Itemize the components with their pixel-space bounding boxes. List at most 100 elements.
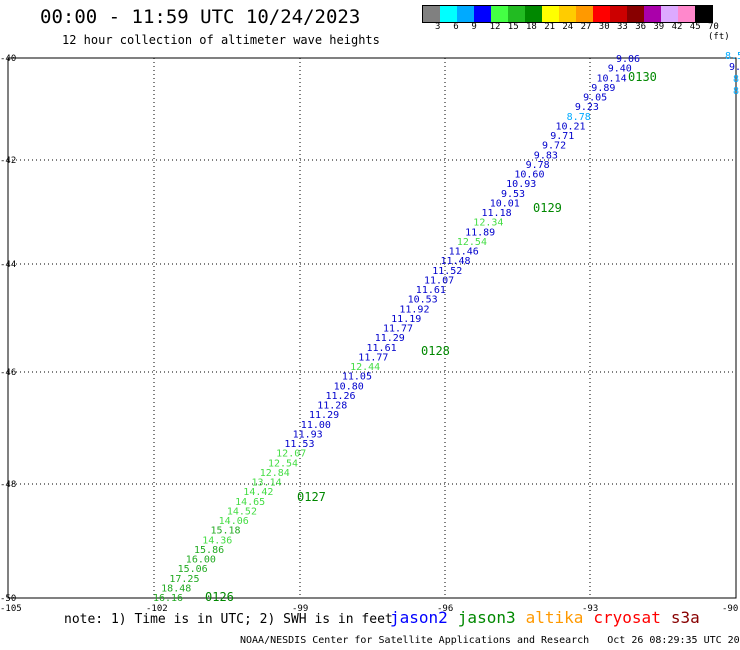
color-swatch: [440, 6, 457, 22]
wave-height-value: 15.18: [210, 526, 240, 537]
wave-height-value: 10.53: [408, 295, 438, 306]
wave-height-value: 11.00: [301, 420, 331, 431]
color-swatch: [695, 6, 712, 22]
wave-height-value: 17.25: [169, 574, 199, 585]
wave-height-value: 11.26: [325, 391, 355, 402]
wave-height-value: 10.14: [597, 73, 627, 84]
wave-height-value: 12.34: [473, 218, 503, 229]
color-scale-label: 21: [544, 22, 556, 32]
latitude-label: -44: [0, 260, 16, 270]
wave-height-value: 10.80: [334, 381, 364, 392]
color-scale-label: 36: [635, 22, 647, 32]
wave-height-observations: 9.069.4010.149.899.059.238.7810.219.719.…: [153, 51, 740, 604]
color-scale-label: 33: [617, 22, 628, 32]
wave-height-value: 11.61: [367, 343, 397, 354]
wave-height-value: 15.86: [194, 545, 224, 556]
color-swatch: [474, 6, 491, 22]
wave-height-value: 12.84: [260, 468, 290, 479]
color-scale-label: 30: [598, 22, 610, 32]
wave-height-value: 10.01: [490, 198, 520, 209]
pass-time-labels: 0130 0129 0128 0127 0126: [205, 70, 657, 604]
color-swatch: [508, 6, 525, 22]
wave-height-value: 9.78: [526, 160, 550, 171]
color-scale-label: 15: [507, 22, 519, 32]
wave-height-value: 11.28: [317, 401, 347, 412]
units-note: note: 1) Time is in UTC; 2) SWH is in fe…: [64, 612, 393, 627]
wave-height-value: 12.54: [268, 458, 298, 469]
color-swatch: [576, 6, 593, 22]
longitude-label: -90: [722, 604, 738, 614]
latitude-label: -48: [0, 480, 16, 490]
color-swatch: [491, 6, 508, 22]
wave-height-value-edge: 8: [733, 86, 739, 97]
wave-height-value: 9.05: [583, 93, 607, 104]
color-scale-label: 3: [435, 22, 441, 32]
latitude-label: -50: [0, 594, 16, 604]
wave-height-value: 15.06: [178, 564, 208, 575]
wave-height-value-edge: 8: [733, 74, 739, 85]
longitude-label: -105: [0, 604, 22, 614]
color-swatch: [661, 6, 678, 22]
color-swatch: [627, 6, 644, 22]
wave-height-value: 11.53: [284, 439, 314, 450]
wave-height-value: 9.40: [608, 64, 632, 75]
page-title: 00:00 - 11:59 UTC 10/24/2023: [40, 6, 361, 28]
wave-height-value: 11.18: [482, 208, 512, 219]
latitude-label: -46: [0, 368, 16, 378]
wave-height-value: 9.72: [542, 141, 566, 152]
color-swatch: [559, 6, 576, 22]
color-scale-label: 39: [653, 22, 665, 32]
wave-height-value: 11.29: [309, 410, 339, 421]
map-frame: [7, 57, 737, 599]
legend-item-jason2: jason2: [390, 608, 448, 627]
color-swatch: [525, 6, 542, 22]
wave-height-value: 12.44: [350, 362, 380, 373]
wave-height-value: 11.89: [465, 227, 495, 238]
wave-height-value: 10.21: [555, 121, 585, 132]
wave-height-value: 14.42: [243, 487, 273, 498]
wave-height-value: 14.65: [235, 497, 265, 508]
pass-time-label: 0127: [297, 490, 326, 504]
pass-time-label: 0129: [533, 201, 562, 215]
color-scale-bar: [422, 5, 713, 23]
wave-height-value: 8.78: [567, 112, 591, 123]
wave-height-value: 16.00: [186, 555, 216, 566]
wave-height-value: 12.54: [457, 237, 487, 248]
wave-height-value: 11.77: [383, 324, 413, 335]
legend-item-s3a: s3a: [670, 608, 700, 627]
graticule: [7, 57, 737, 599]
color-swatch: [678, 6, 695, 22]
wave-height-value: 10.93: [506, 179, 536, 190]
wave-height-value: 11.07: [424, 275, 454, 286]
wave-height-value-edge: 8.5: [725, 51, 740, 62]
color-scale-label: 70 (ft): [708, 22, 730, 42]
wave-height-value: 11.48: [440, 256, 470, 267]
pass-time-label: 0128: [421, 344, 450, 358]
wave-height-value: 11.05: [342, 372, 372, 383]
latitude-label: -40: [0, 54, 16, 64]
wave-height-value: 14.06: [219, 516, 249, 527]
color-scale-labels: 3 6 9 12 15 18 21 24 27 30 33 36 39 42 45 70 (ft): [422, 22, 740, 42]
wave-height-value: 11.61: [416, 285, 446, 296]
color-scale-label: 6: [453, 22, 459, 32]
legend-item-altika: altika: [525, 608, 584, 627]
satellite-legend: jason2 jason3 altika cryosat s3a: [390, 608, 700, 627]
color-scale-label: 12: [489, 22, 501, 32]
wave-height-value: 13.14: [252, 478, 282, 489]
wave-height-value: 11.92: [399, 304, 429, 315]
color-scale-label: 18: [526, 22, 537, 32]
color-swatch: [423, 6, 440, 22]
pass-time-label: 0130: [628, 70, 657, 84]
wave-height-value: 10.60: [514, 170, 544, 181]
color-swatch: [457, 6, 474, 22]
wave-height-value: 11.46: [449, 247, 479, 258]
color-scale-label: 45: [689, 22, 701, 32]
wave-height-value: 9.83: [534, 150, 558, 161]
color-swatch: [610, 6, 627, 22]
wave-height-value: 9.06: [616, 54, 640, 65]
color-swatch: [593, 6, 610, 22]
axis-labels: -40 -42 -44 -46 -48 -50-105 -102 -99 -96 -93 -90: [0, 54, 738, 614]
footer-credit: NOAA/NESDIS Center for Satellite Applica…: [240, 635, 740, 646]
